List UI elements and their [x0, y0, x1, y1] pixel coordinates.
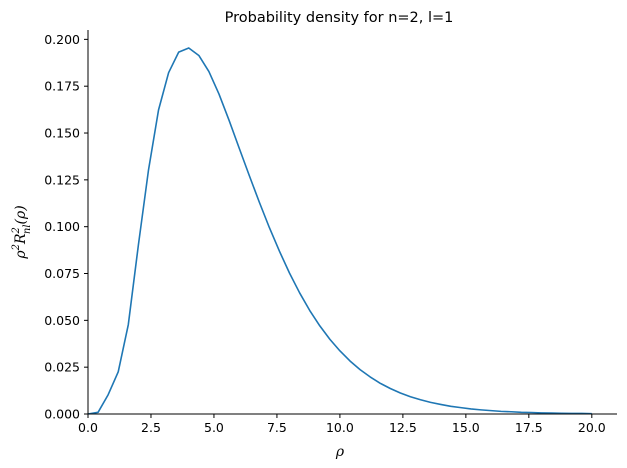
- x-axis-label: ρ: [335, 444, 345, 460]
- y-tick-label: 0.075: [44, 266, 80, 281]
- y-tick-label: 0.175: [44, 79, 80, 94]
- x-tick-label: 15.0: [452, 420, 480, 435]
- x-tick-label: 12.5: [389, 420, 417, 435]
- svg-text:ρ2R2nl(ρ): ρ2R2nl(ρ): [11, 205, 33, 259]
- x-tick-label: 2.5: [141, 420, 161, 435]
- ylabel-sup1: 2: [11, 244, 22, 251]
- y-tick-label: 0.200: [44, 32, 80, 47]
- chart-title: Probability density for n=2, l=1: [225, 10, 454, 26]
- ylabel-tail: (ρ): [13, 205, 29, 224]
- y-tick-label: 0.025: [44, 360, 80, 375]
- y-tick-label: 0.125: [44, 172, 80, 187]
- y-tick-label: 0.000: [44, 407, 80, 422]
- ylabel-rho: ρ: [13, 250, 29, 260]
- density-curve-line: [87, 47, 592, 415]
- y-axis-label: ρ2R2nl(ρ): [11, 205, 33, 259]
- y-tick-label: 0.100: [44, 219, 80, 234]
- x-tick-label: 5.0: [204, 420, 224, 435]
- ylabel-sub: nl: [22, 224, 33, 234]
- y-tick-label: 0.050: [44, 313, 80, 328]
- x-tick-label: 0.0: [78, 420, 98, 435]
- x-ticks: 0.0 2.5 5.0 7.5 10.0 12.5 15.0 17.5 20.0: [78, 414, 606, 435]
- x-tick-label: 20.0: [578, 420, 606, 435]
- x-tick-label: 10.0: [326, 420, 354, 435]
- y-ticks: 0.000 0.025 0.050 0.075 0.100 0.125 0.150 0.175…: [44, 32, 88, 422]
- x-tick-label: 17.5: [515, 420, 543, 435]
- y-tick-label: 0.150: [44, 126, 80, 141]
- ylabel-R: R: [13, 233, 29, 245]
- ylabel-sup2: 2: [11, 227, 22, 234]
- series-layer: [87, 47, 592, 415]
- x-tick-label: 7.5: [267, 420, 287, 435]
